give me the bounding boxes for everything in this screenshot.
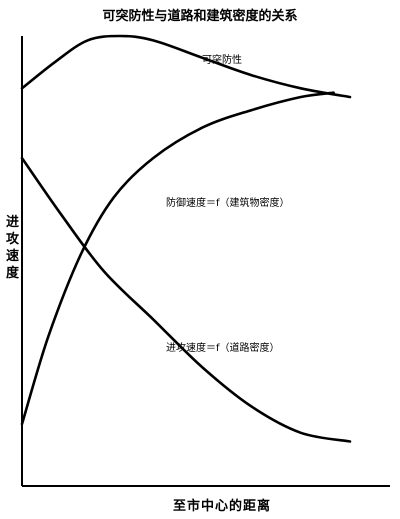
series-line-2 bbox=[20, 91, 335, 426]
series-label-3: 进攻速度＝f（道路密度） bbox=[166, 341, 280, 354]
y-axis-label: 进攻速度 bbox=[6, 215, 20, 281]
series-label-2: 防御速度＝f（建筑物密度） bbox=[166, 196, 290, 209]
x-axis-label: 至市中心的距离 bbox=[173, 498, 271, 514]
series-line-1 bbox=[20, 34, 352, 99]
chart-title: 可突防性与道路和建筑密度的关系 bbox=[102, 8, 297, 24]
series-line-3 bbox=[20, 156, 352, 443]
series-label-1: 可突防性 bbox=[202, 53, 242, 66]
